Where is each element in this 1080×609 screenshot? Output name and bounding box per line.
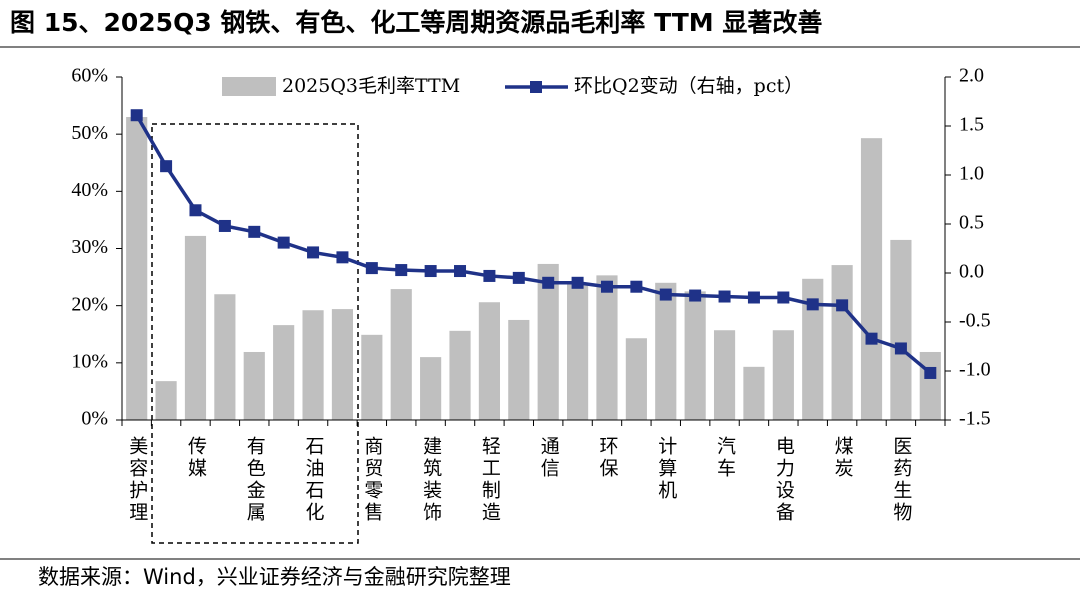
legend-swatch: [222, 77, 276, 96]
bar: [890, 239, 912, 420]
x-tick-label: 美容护理: [126, 436, 148, 524]
source: 数据来源：Wind，兴业证券经济与金融研究院整理: [38, 565, 511, 589]
line-marker: [277, 236, 290, 249]
line-marker: [630, 280, 643, 293]
bar: [390, 289, 412, 420]
line-marker: [747, 291, 760, 304]
line-marker: [336, 251, 349, 264]
line-marker: [894, 342, 907, 355]
chart-title: 图 15、2025Q3 钢铁、有色、化工等周期资源品毛利率 TTM 显著改善: [10, 8, 822, 37]
line-marker: [836, 299, 849, 312]
x-tick-label: 医药生物: [890, 436, 912, 524]
y2-tick-label: -1.0: [959, 359, 991, 381]
x-tick-label: 计算机: [655, 436, 677, 502]
line-marker: [130, 109, 143, 122]
x-tick-label: 石油石化: [303, 436, 325, 524]
bar: [331, 309, 354, 420]
y2-tick-label: 1.0: [959, 163, 984, 185]
line-marker: [248, 225, 261, 238]
legend-swatch: [530, 81, 542, 93]
y-tick-label: 50%: [71, 122, 108, 144]
y-tick-label: 30%: [71, 236, 108, 258]
line-marker: [777, 291, 790, 304]
line-marker: [571, 276, 584, 289]
x-tick-label: 建筑装饰: [420, 436, 442, 524]
y-tick-label: 40%: [71, 179, 108, 201]
y2-tick-label: -1.5: [959, 408, 991, 430]
line-marker: [189, 204, 202, 217]
line-marker: [218, 219, 231, 232]
x-tick-label: 商贸零售: [361, 436, 383, 524]
line-marker: [424, 265, 437, 278]
bar: [713, 330, 736, 420]
bar: [214, 294, 236, 420]
line-marker: [512, 271, 525, 284]
bar: [361, 334, 383, 420]
bar: [449, 330, 471, 420]
bar: [596, 275, 618, 420]
x-tick-label: 环保: [596, 436, 618, 480]
line: [135, 114, 932, 375]
x-tick-label: 轻工制造: [479, 436, 501, 524]
bar: [802, 278, 824, 420]
bar: [831, 265, 853, 420]
line-marker: [365, 262, 378, 275]
line-marker: [689, 289, 702, 302]
bar: [919, 351, 941, 420]
line-marker: [865, 332, 878, 345]
bar: [155, 381, 177, 420]
line-marker: [600, 280, 613, 293]
line-marker: [542, 276, 555, 289]
x-tick-label: 煤炭: [832, 436, 854, 480]
y2-tick-label: 2.0: [959, 65, 984, 87]
x-tick-label: 电力设备: [773, 436, 795, 524]
y2-tick-label: -0.5: [959, 310, 991, 332]
bar: [860, 138, 883, 420]
line-marker: [160, 160, 173, 173]
x-tick-label: 汽车: [714, 436, 736, 480]
highlight-box: [151, 123, 359, 544]
y2-tick-label: 0.0: [959, 261, 984, 283]
legend-label: 环比Q2变动（右轴，pct）: [574, 75, 803, 97]
y-tick-label: 60%: [71, 65, 108, 87]
bar: [625, 338, 647, 420]
bar: [508, 319, 530, 420]
x-tick-label: 有色金属: [244, 436, 266, 524]
bar: [684, 291, 706, 420]
bar: [302, 310, 324, 420]
bar: [772, 330, 794, 420]
bar: [243, 351, 265, 420]
line-marker: [307, 246, 320, 259]
bar: [567, 282, 589, 420]
legend-label: 2025Q3毛利率TTM: [282, 75, 460, 97]
line-marker: [454, 265, 467, 278]
line-marker: [483, 269, 496, 282]
bar: [478, 302, 500, 420]
bar: [184, 235, 207, 420]
bar: [126, 117, 148, 421]
bar: [655, 282, 677, 420]
line-marker: [924, 366, 937, 379]
y2-tick-label: 0.5: [959, 212, 984, 234]
y2-tick-label: 1.5: [959, 114, 984, 136]
bar: [273, 325, 295, 420]
x-tick-label: 传媒: [185, 436, 207, 480]
bar: [420, 357, 442, 420]
x-tick-label: 通信: [538, 436, 560, 480]
line-marker: [718, 290, 731, 303]
y-tick-label: 10%: [71, 350, 108, 372]
line-marker: [395, 264, 408, 277]
line-marker: [659, 288, 672, 301]
y-tick-label: 0%: [81, 408, 108, 430]
bar: [743, 366, 765, 420]
line-marker: [806, 298, 819, 311]
y-tick-label: 20%: [71, 293, 108, 315]
bar: [537, 263, 559, 420]
